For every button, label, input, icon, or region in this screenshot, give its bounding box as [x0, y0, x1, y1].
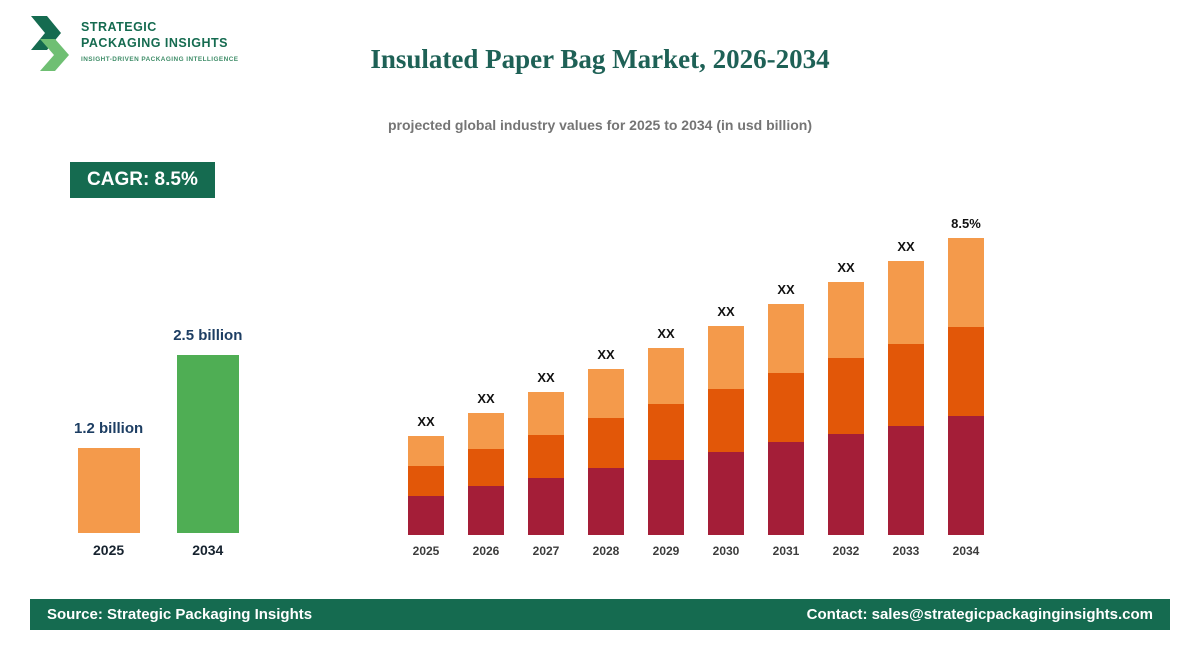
- x-axis-label: 2025: [412, 544, 440, 558]
- lower-segment: [648, 460, 684, 535]
- bar-column-2025: XX 2025: [408, 414, 444, 558]
- summary-bar-column-2034: 2.5 billion 2034: [173, 327, 242, 558]
- bar-value-label: XX: [417, 414, 435, 429]
- summary-bar-column-2025: 1.2 billion 2025: [74, 420, 143, 558]
- x-axis-label: 2030: [712, 544, 740, 558]
- middle-segment: [708, 389, 744, 452]
- lower-segment: [708, 452, 744, 535]
- bar-column-2031: XX 2031: [768, 282, 804, 558]
- stacked-bar-chart: XX 2025 XX 2026 XX 2027 XX 2028 XX 2029 XX 2030 XX 20…: [408, 216, 984, 558]
- summary-bar: [77, 448, 140, 533]
- middle-segment: [888, 344, 924, 426]
- stacked-bar: [828, 282, 864, 535]
- stacked-bar: [528, 392, 564, 535]
- upper-segment: [708, 326, 744, 389]
- upper-segment: [408, 436, 444, 466]
- bar-value-label: 8.5%: [951, 216, 981, 231]
- x-axis-label: 2028: [592, 544, 620, 558]
- upper-segment: [828, 282, 864, 358]
- stacked-bar: [708, 326, 744, 535]
- lower-segment: [828, 434, 864, 535]
- x-axis-label: 2032: [832, 544, 860, 558]
- lower-segment: [528, 478, 564, 535]
- middle-segment: [828, 358, 864, 434]
- bar-column-2027: XX 2027: [528, 370, 564, 558]
- x-axis-label: 2034: [952, 544, 980, 558]
- bar-value-label: XX: [477, 391, 495, 406]
- summary-bar: [176, 355, 239, 533]
- bar-column-2029: XX 2029: [648, 326, 684, 558]
- footer-source: Source: Strategic Packaging Insights: [47, 606, 313, 623]
- bar-column-2028: XX 2028: [588, 347, 624, 558]
- lower-segment: [948, 416, 984, 535]
- bar-column-2026: XX 2026: [468, 391, 504, 558]
- cagr-badge: CAGR: 8.5%: [70, 162, 215, 198]
- upper-segment: [888, 261, 924, 344]
- middle-segment: [528, 435, 564, 478]
- footer-contact: Contact: sales@strategicpackaginginsight…: [806, 606, 1153, 623]
- upper-segment: [948, 238, 984, 327]
- stacked-bar: [888, 261, 924, 535]
- page-title: Insulated Paper Bag Market, 2026-2034: [370, 44, 830, 74]
- stacked-bar: [648, 348, 684, 535]
- summary-bar-chart: 1.2 billion 2025 2.5 billion 2034: [74, 327, 242, 558]
- bar-column-2032: XX 2032: [828, 260, 864, 558]
- upper-segment: [768, 304, 804, 373]
- middle-segment: [648, 404, 684, 460]
- page-subtitle: projected global industry values for 202…: [388, 117, 812, 133]
- lower-segment: [888, 426, 924, 535]
- lower-segment: [588, 468, 624, 535]
- middle-segment: [948, 327, 984, 416]
- bar-value-label: XX: [777, 282, 795, 297]
- x-axis-label: 2033: [892, 544, 920, 558]
- bar-value-label: XX: [657, 326, 675, 341]
- upper-segment: [648, 348, 684, 404]
- footer-bar: Source: Strategic Packaging Insights Con…: [30, 599, 1170, 630]
- bar-column-2033: XX 2033: [888, 239, 924, 558]
- middle-segment: [468, 449, 504, 486]
- summary-x-axis-label: 2025: [93, 542, 125, 558]
- middle-segment: [768, 373, 804, 442]
- bar-column-2030: XX 2030: [708, 304, 744, 558]
- upper-segment: [528, 392, 564, 435]
- summary-value-label: 1.2 billion: [74, 420, 144, 437]
- stacked-bar: [468, 413, 504, 535]
- stacked-bar: [408, 436, 444, 535]
- lower-segment: [408, 496, 444, 535]
- brand-tagline: INSIGHT-DRIVEN PACKAGING INTELLIGENCE: [81, 56, 239, 64]
- bar-column-2034: 8.5% 2034: [948, 216, 984, 558]
- stacked-bar: [588, 369, 624, 535]
- bar-value-label: XX: [837, 260, 855, 275]
- summary-value-label: 2.5 billion: [173, 327, 243, 344]
- bar-value-label: XX: [717, 304, 735, 319]
- brand-name-line2: PACKAGING INSIGHTS: [81, 35, 228, 50]
- upper-segment: [468, 413, 504, 449]
- brand-logo: STRATEGIC PACKAGING INSIGHTS INSIGHT-DRI…: [30, 14, 239, 72]
- upper-segment: [588, 369, 624, 418]
- middle-segment: [588, 418, 624, 468]
- stacked-bar: [948, 238, 984, 535]
- bar-value-label: XX: [897, 239, 915, 254]
- bar-value-label: XX: [537, 370, 555, 385]
- stacked-bar: [768, 304, 804, 535]
- x-axis-label: 2029: [652, 544, 680, 558]
- x-axis-label: 2027: [532, 544, 560, 558]
- x-axis-label: 2031: [772, 544, 800, 558]
- bar-value-label: XX: [597, 347, 615, 362]
- x-axis-label: 2026: [472, 544, 500, 558]
- summary-x-axis-label: 2034: [192, 542, 224, 558]
- middle-segment: [408, 466, 444, 496]
- brand-name-line1: STRATEGIC: [81, 20, 157, 34]
- brand-chevron-icon: [31, 16, 69, 71]
- lower-segment: [768, 442, 804, 535]
- brand-wordmark: STRATEGIC PACKAGING INSIGHTS INSIGHT-DRI…: [81, 14, 239, 63]
- lower-segment: [468, 486, 504, 535]
